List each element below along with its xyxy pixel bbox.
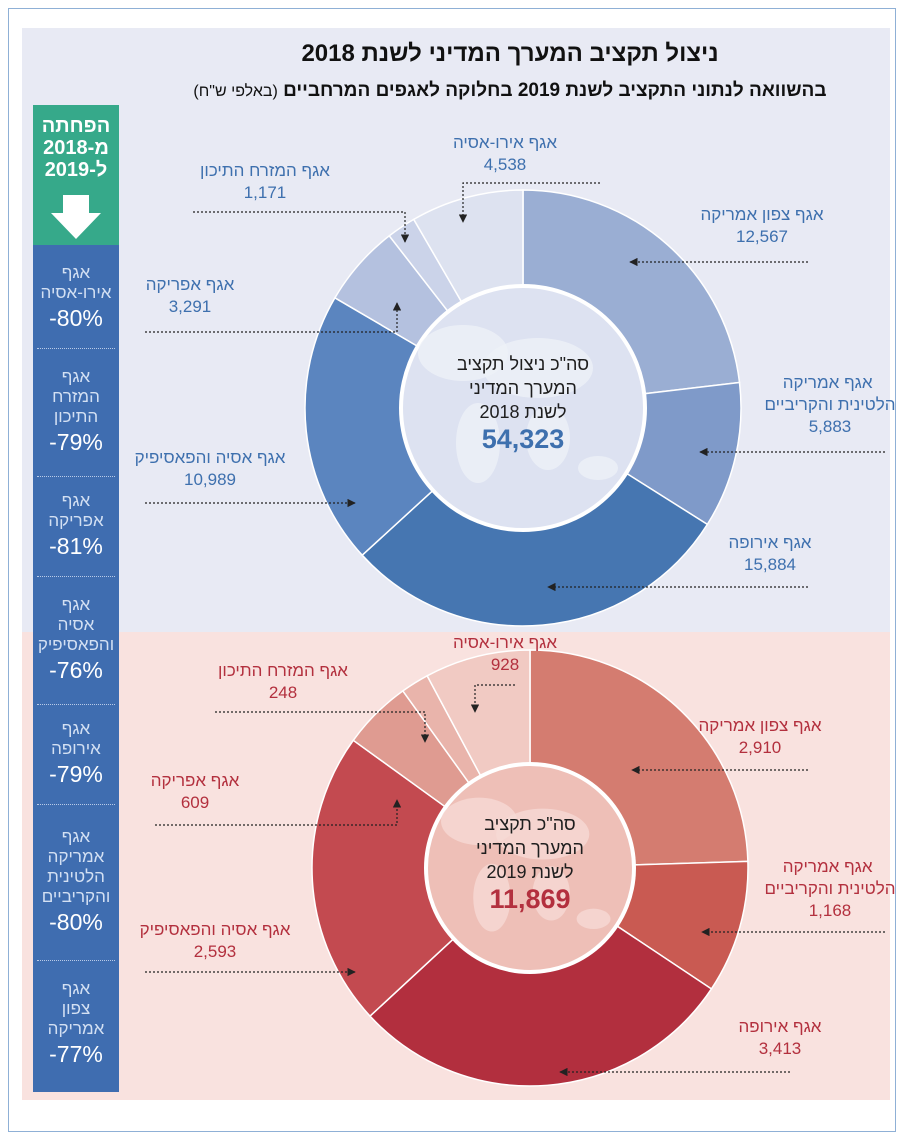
value-label: 3,291: [169, 297, 212, 316]
category-label: אגף אפריקה: [151, 771, 240, 790]
value-label: 248: [269, 683, 297, 702]
item-name: התיכון: [53, 407, 99, 427]
item-name: אירופה: [51, 739, 101, 759]
sidebar-item: אגף צפון אמריקה -77%: [37, 961, 115, 1088]
center-text: המערך המדיני: [476, 838, 584, 858]
globe-land: [496, 808, 590, 860]
globe-land: [532, 866, 570, 921]
value-label: 1,168: [809, 901, 852, 920]
center-text: סה"כ תקציב: [484, 814, 575, 834]
item-name: והפאסיפיק: [37, 635, 115, 655]
category-label: אגף צפון אמריקה: [700, 205, 823, 224]
subtitle: בהשוואה לנתוני התקציב לשנת 2019 בחלוקה ל…: [130, 80, 890, 102]
globe-land: [576, 908, 611, 930]
value-label: 4,538: [484, 155, 527, 174]
category-label: אגף אירופה: [729, 533, 812, 552]
globe-land: [526, 406, 570, 470]
item-change: -77%: [49, 1041, 103, 1068]
sidebar-title: הפחתה: [41, 115, 111, 137]
item-name: אסיה: [57, 615, 95, 635]
leader-line: [470, 684, 515, 713]
value-label: 12,567: [736, 227, 788, 246]
item-name: אירו-אסיה: [40, 283, 112, 303]
title: ניצול תקציב המערך המדיני לשנת 2018: [301, 40, 719, 67]
item-name: אגף: [61, 491, 91, 511]
category-label: אגף אמריקה הלטינית והקריביים: [764, 373, 895, 414]
center-text: לשנת 2018: [480, 402, 567, 422]
globe-land: [456, 403, 500, 483]
category-label: אגף אסיה והפאסיפיק: [140, 920, 291, 939]
center-text: סה"כ ניצול תקציב: [457, 354, 589, 374]
value-label: 10,989: [184, 470, 236, 489]
item-name: אגף: [61, 595, 91, 615]
frame: [8, 8, 896, 1132]
item-name: אגף: [61, 367, 91, 387]
item-change: -81%: [49, 533, 103, 560]
center-text: המערך המדיני: [469, 378, 577, 398]
item-name: צפון: [61, 999, 91, 1019]
sidebar-header: הפחתה מ-2018 ל-2019: [33, 105, 119, 245]
category-label: אגף אפריקה: [146, 275, 235, 294]
value-label: 2,593: [194, 942, 237, 961]
leader-line: [215, 711, 430, 743]
center-total: 54,323: [482, 424, 565, 454]
item-name: הלטינית: [47, 867, 105, 887]
item-change: -80%: [49, 305, 103, 332]
sidebar-item: אגף אמריקה הלטינית והקריביים -80%: [37, 805, 115, 961]
sidebar-item: אגף אפריקה -81%: [37, 477, 115, 577]
category-label: אגף צפון אמריקה: [698, 716, 821, 735]
value-label: 609: [181, 793, 209, 812]
item-name: אגף: [61, 719, 91, 739]
item-name: אמריקה: [47, 1019, 105, 1039]
category-label: אגף אירופה: [739, 1017, 822, 1036]
category-label: אגף המזרח התיכון: [200, 161, 330, 180]
category-label: אגף אמריקה הלטינית והקריביים: [764, 857, 895, 898]
leader-line: [145, 302, 402, 333]
item-name: אגף: [61, 979, 91, 999]
item-name: אגף: [61, 827, 91, 847]
sidebar-item: אגף אירופה -79%: [37, 705, 115, 805]
sidebar-list: אגף אירו-אסיה -80% אגף המזרח התיכון -79% אגף אפר…: [33, 245, 119, 1092]
item-name: אמריקה: [47, 847, 105, 867]
item-change: -79%: [49, 761, 103, 788]
globe-land: [578, 456, 618, 480]
category-label: אגף המזרח התיכון: [218, 661, 348, 680]
item-name: אגף: [61, 263, 91, 283]
globe-land: [473, 863, 511, 932]
item-change: -80%: [49, 909, 103, 936]
category-label: אגף אירו-אסיה: [453, 133, 557, 152]
sidebar-item: אגף המזרח התיכון -79%: [37, 349, 115, 477]
sidebar-title: מ-2018: [43, 137, 109, 159]
item-change: -79%: [49, 429, 103, 456]
item-name: אפריקה: [48, 511, 104, 531]
sidebar: הפחתה מ-2018 ל-2019 אגף אירו-אסיה -80% אגף ה…: [33, 105, 119, 1092]
item-name: והקריביים: [41, 887, 111, 907]
value-label: 3,413: [759, 1039, 802, 1058]
leader-line: [155, 799, 402, 826]
leader-line: [458, 182, 600, 223]
sidebar-item: אגף אסיה והפאסיפיק -76%: [37, 577, 115, 705]
category-label: אגף אסיה והפאסיפיק: [135, 448, 286, 467]
item-name: המזרח: [52, 387, 100, 407]
item-change: -76%: [49, 657, 103, 684]
subtitle-text: בהשוואה לנתוני התקציב לשנת 2019 בחלוקה ל…: [283, 80, 827, 101]
value-label: 2,910: [739, 738, 782, 757]
down-arrow: [51, 195, 101, 239]
value-label: 15,884: [744, 555, 796, 574]
subtitle-note: (באלפי ש"ח): [193, 83, 278, 100]
value-label: 928: [491, 655, 519, 674]
center-total: 11,869: [489, 884, 570, 914]
sidebar-item: אגף אירו-אסיה -80%: [37, 249, 115, 349]
value-label: 5,883: [809, 417, 852, 436]
globe-land: [483, 338, 593, 398]
sidebar-title: ל-2019: [44, 159, 108, 181]
value-label: 1,171: [244, 183, 287, 202]
category-label: אגף אירו-אסיה: [453, 633, 557, 652]
center-text: לשנת 2019: [487, 862, 574, 882]
leader-line: [193, 211, 410, 243]
